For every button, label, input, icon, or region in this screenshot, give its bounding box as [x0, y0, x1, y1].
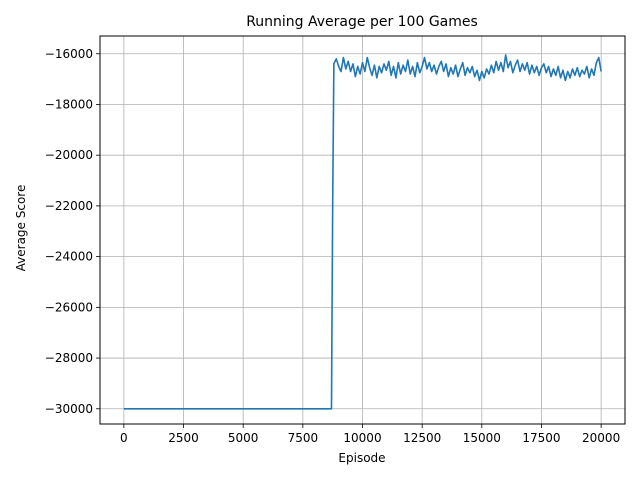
y-tick-label: −16000 — [45, 47, 93, 61]
x-tick-label: 0 — [120, 431, 128, 445]
grid-lines — [100, 36, 625, 424]
y-tick-label: −28000 — [45, 351, 93, 365]
y-tick-label: −22000 — [45, 199, 93, 213]
x-tick-label: 17500 — [522, 431, 560, 445]
x-tick-label: 12500 — [403, 431, 441, 445]
y-axis-title: Average Score — [14, 185, 28, 272]
x-tick-label: 15000 — [463, 431, 501, 445]
x-axis-title: Episode — [338, 451, 385, 465]
y-tick-label: −18000 — [45, 97, 93, 111]
chart-title: Running Average per 100 Games — [246, 14, 478, 30]
x-tick-label: 7500 — [288, 431, 319, 445]
x-tick-label: 20000 — [582, 431, 620, 445]
x-tick-label: 5000 — [228, 431, 259, 445]
x-tick-label: 2500 — [168, 431, 199, 445]
y-tick-label: −24000 — [45, 250, 93, 264]
y-tick-label: −30000 — [45, 402, 93, 416]
series-line — [123, 54, 602, 410]
axis-ticks: 0 2500 5000 7500 10000 12500 15000 17500 20000 −3… — [45, 47, 620, 445]
series-layer — [123, 54, 602, 410]
x-tick-label: 10000 — [343, 431, 381, 445]
y-tick-label: −26000 — [45, 300, 93, 314]
y-tick-label: −20000 — [45, 148, 93, 162]
